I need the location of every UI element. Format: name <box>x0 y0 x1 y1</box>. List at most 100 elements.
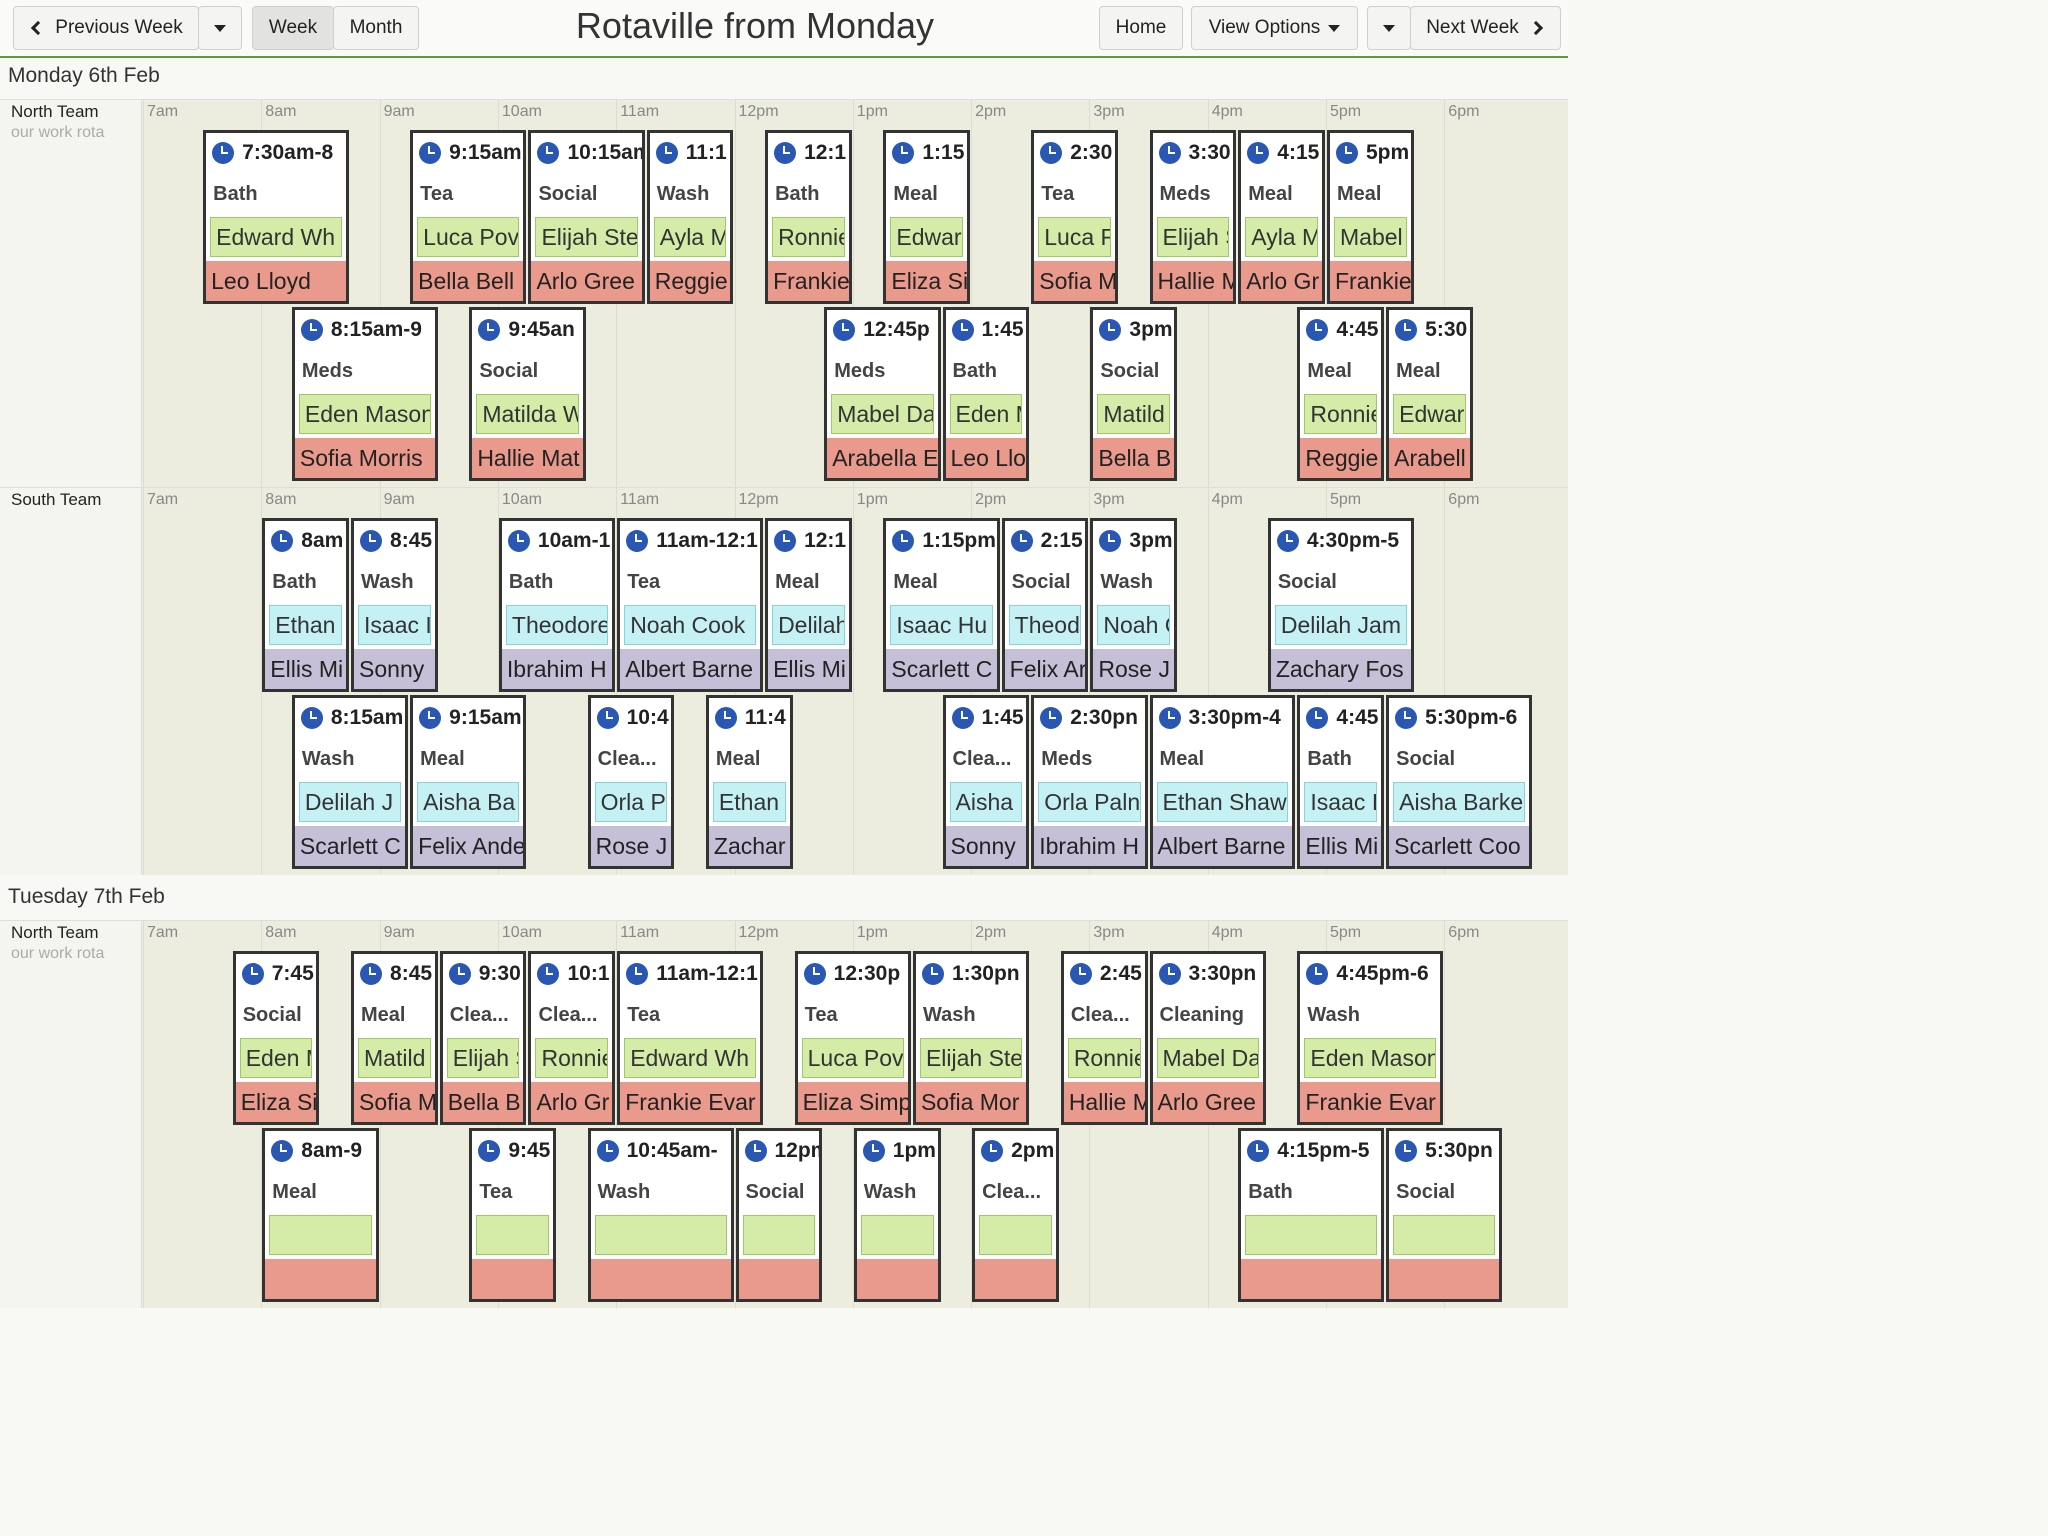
shift-staff[interactable]: Reggie <box>1300 438 1382 478</box>
shift-card[interactable]: 10:4 Clea... Orla P Rose J <box>587 695 675 869</box>
shift-card[interactable]: 8:45 Wash Isaac I Sonny <box>351 518 438 692</box>
shift-client[interactable]: Edward Wh <box>624 1038 757 1078</box>
shift-staff[interactable]: Eliza Simp <box>797 1082 908 1122</box>
shift-client[interactable] <box>1393 1215 1496 1255</box>
week-view-button[interactable]: Week <box>252 6 334 50</box>
shift-card[interactable]: 3pm Social Matild Bella B <box>1090 307 1178 481</box>
shift-client[interactable]: Theodore <box>505 605 609 645</box>
shift-client[interactable]: Noah Cook <box>624 605 757 645</box>
shift-staff[interactable] <box>1389 1259 1500 1299</box>
shift-client[interactable]: Ayla M <box>1245 217 1318 257</box>
shift-staff[interactable]: Hallie M <box>1152 261 1234 301</box>
shift-staff[interactable]: Albert Barne <box>620 649 761 689</box>
shift-client[interactable]: Isaac I <box>358 605 431 645</box>
shift-card[interactable]: 9:45an Social Matilda W Hallie Mat <box>469 307 586 481</box>
shift-client[interactable]: Edwar <box>890 217 964 257</box>
shift-card[interactable]: 10:1 Clea... Ronnie Arlo Gr <box>528 951 616 1125</box>
shift-client[interactable]: Luca F <box>1038 217 1111 257</box>
shift-card[interactable]: 8:15am-9 Meds Eden Mason Sofia Morris <box>291 307 438 481</box>
shift-client[interactable]: Ayla M <box>653 217 727 257</box>
shift-client[interactable] <box>476 1215 550 1255</box>
shift-card[interactable]: 8:45 Meal Matild Sofia M <box>351 951 438 1125</box>
shift-client[interactable]: Luca Pov <box>417 217 520 257</box>
shift-staff[interactable]: Hallie Mat <box>472 438 583 478</box>
shift-client[interactable]: Mabel <box>1334 217 1407 257</box>
shift-client[interactable]: Elijah Ste <box>535 217 638 257</box>
shift-client[interactable]: Matilda W <box>476 394 579 434</box>
shift-client[interactable]: Ronnie <box>535 1038 609 1078</box>
shift-client[interactable]: Aisha <box>949 782 1023 822</box>
shift-client[interactable]: Elijah S <box>446 1038 520 1078</box>
shift-client[interactable]: Delilah <box>772 605 845 645</box>
shift-card[interactable]: 11am-12:1 Tea Noah Cook Albert Barne <box>617 518 764 692</box>
shift-staff[interactable]: Sonny <box>354 649 435 689</box>
shift-card[interactable]: 2pm Clea... <box>972 1128 1059 1302</box>
shift-card[interactable]: 4:30pm-5 Social Delilah Jam Zachary Fos <box>1267 518 1414 692</box>
shift-staff[interactable] <box>1241 1259 1382 1299</box>
shift-card[interactable]: 3:30pm-4 Meal Ethan Shaw Albert Barne <box>1149 695 1296 869</box>
shift-staff[interactable]: Scarlett C <box>294 826 406 866</box>
shift-client[interactable]: Matild <box>1097 394 1171 434</box>
shift-client[interactable]: Mabel Da <box>1156 1038 1259 1078</box>
shift-client[interactable]: Matild <box>358 1038 431 1078</box>
shift-card[interactable]: 4:45 Bath Isaac I Ellis Mi <box>1297 695 1385 869</box>
shift-card[interactable]: 11am-12:1 Tea Edward Wh Frankie Evar <box>617 951 764 1125</box>
shift-card[interactable]: 9:15am Meal Aisha Ba Felix Ande <box>410 695 527 869</box>
shift-staff[interactable]: Eliza Si <box>886 261 968 301</box>
shift-card[interactable]: 1pm Wash <box>853 1128 941 1302</box>
shift-staff[interactable] <box>856 1259 938 1299</box>
shift-client[interactable]: Ethan <box>269 605 343 645</box>
shift-card[interactable]: 1:15pm Meal Isaac Hu Scarlett C <box>883 518 1000 692</box>
shift-staff[interactable]: Felix Ande <box>413 826 524 866</box>
shift-staff[interactable]: Ellis Mi <box>265 649 347 689</box>
previous-week-button[interactable]: Previous Week <box>13 6 199 50</box>
shift-card[interactable]: 10:45am- Wash <box>587 1128 734 1302</box>
shift-staff[interactable]: Bella Bell <box>413 261 524 301</box>
shift-staff[interactable]: Arabella E <box>827 438 938 478</box>
shift-client[interactable]: Orla Paln <box>1038 782 1141 822</box>
next-week-dropdown[interactable] <box>1367 6 1411 50</box>
shift-client[interactable]: Elijah S <box>1156 217 1230 257</box>
shift-client[interactable] <box>269 1215 372 1255</box>
shift-card[interactable]: 11:4 Meal Ethan Zachar <box>705 695 793 869</box>
shift-staff[interactable]: Albert Barne <box>1152 826 1293 866</box>
shift-staff[interactable]: Arlo Gree <box>1152 1082 1263 1122</box>
shift-card[interactable]: 4:45pm-6 Wash Eden Mason Frankie Evar <box>1297 951 1444 1125</box>
shift-card[interactable]: 4:15pm-5 Bath <box>1238 1128 1385 1302</box>
view-options-dropdown[interactable]: View Options <box>1191 6 1358 50</box>
shift-card[interactable]: 1:15 Meal Edwar Eliza Si <box>883 130 971 304</box>
shift-card[interactable]: 7:45 Social Eden MEliza Si <box>232 951 320 1125</box>
shift-staff[interactable]: Ellis Mi <box>1300 826 1382 866</box>
shift-staff[interactable]: Rose J <box>590 826 672 866</box>
shift-card[interactable]: 9:30 Clea... Elijah SBella B <box>439 951 527 1125</box>
shift-staff[interactable]: Ibrahim H <box>501 649 613 689</box>
shift-staff[interactable]: Scarlett Coo <box>1389 826 1530 866</box>
shift-card[interactable]: 3pm Wash Noah CRose J <box>1090 518 1178 692</box>
shift-client[interactable]: Edward Wh <box>210 217 343 257</box>
previous-week-dropdown[interactable] <box>198 6 242 50</box>
shift-card[interactable]: 3:30 Meds Elijah SHallie M <box>1149 130 1237 304</box>
shift-client[interactable]: Aisha Ba <box>417 782 520 822</box>
shift-card[interactable]: 3:30pn Cleaning Mabel Da Arlo Gree <box>1149 951 1266 1125</box>
shift-client[interactable] <box>860 1215 934 1255</box>
shift-client[interactable]: Isaac Hu <box>890 605 993 645</box>
shift-card[interactable]: 1:45 Bath Eden MLeo Llo <box>942 307 1030 481</box>
shift-client[interactable]: Isaac I <box>1304 782 1378 822</box>
shift-client[interactable]: Ethan Shaw <box>1156 782 1289 822</box>
shift-staff[interactable]: Leo Lloyd <box>206 261 347 301</box>
shift-staff[interactable]: Zachary Fos <box>1270 649 1411 689</box>
shift-staff[interactable]: Arlo Gree <box>531 261 642 301</box>
shift-client[interactable]: Eden Mason <box>298 394 431 434</box>
shift-card[interactable]: 10am-1 Bath Theodore Ibrahim H <box>498 518 616 692</box>
shift-card[interactable]: 1:45 Clea... Aisha Sonny <box>942 695 1030 869</box>
shift-card[interactable]: 8:15am Wash Delilah J Scarlett C <box>291 695 409 869</box>
shift-staff[interactable] <box>738 1259 820 1299</box>
shift-staff[interactable]: Ellis Mi <box>768 649 849 689</box>
shift-card[interactable]: 12:1 Bath Ronnie Frankie <box>765 130 852 304</box>
shift-client[interactable]: Eden M <box>239 1038 313 1078</box>
shift-client[interactable]: Ronnie <box>1067 1038 1141 1078</box>
shift-staff[interactable]: Frankie Evar <box>1300 1082 1441 1122</box>
shift-card[interactable]: 10:15am Social Elijah Ste Arlo Gree <box>528 130 645 304</box>
shift-client[interactable]: Ronnie <box>772 217 845 257</box>
shift-staff[interactable]: Scarlett C <box>886 649 997 689</box>
